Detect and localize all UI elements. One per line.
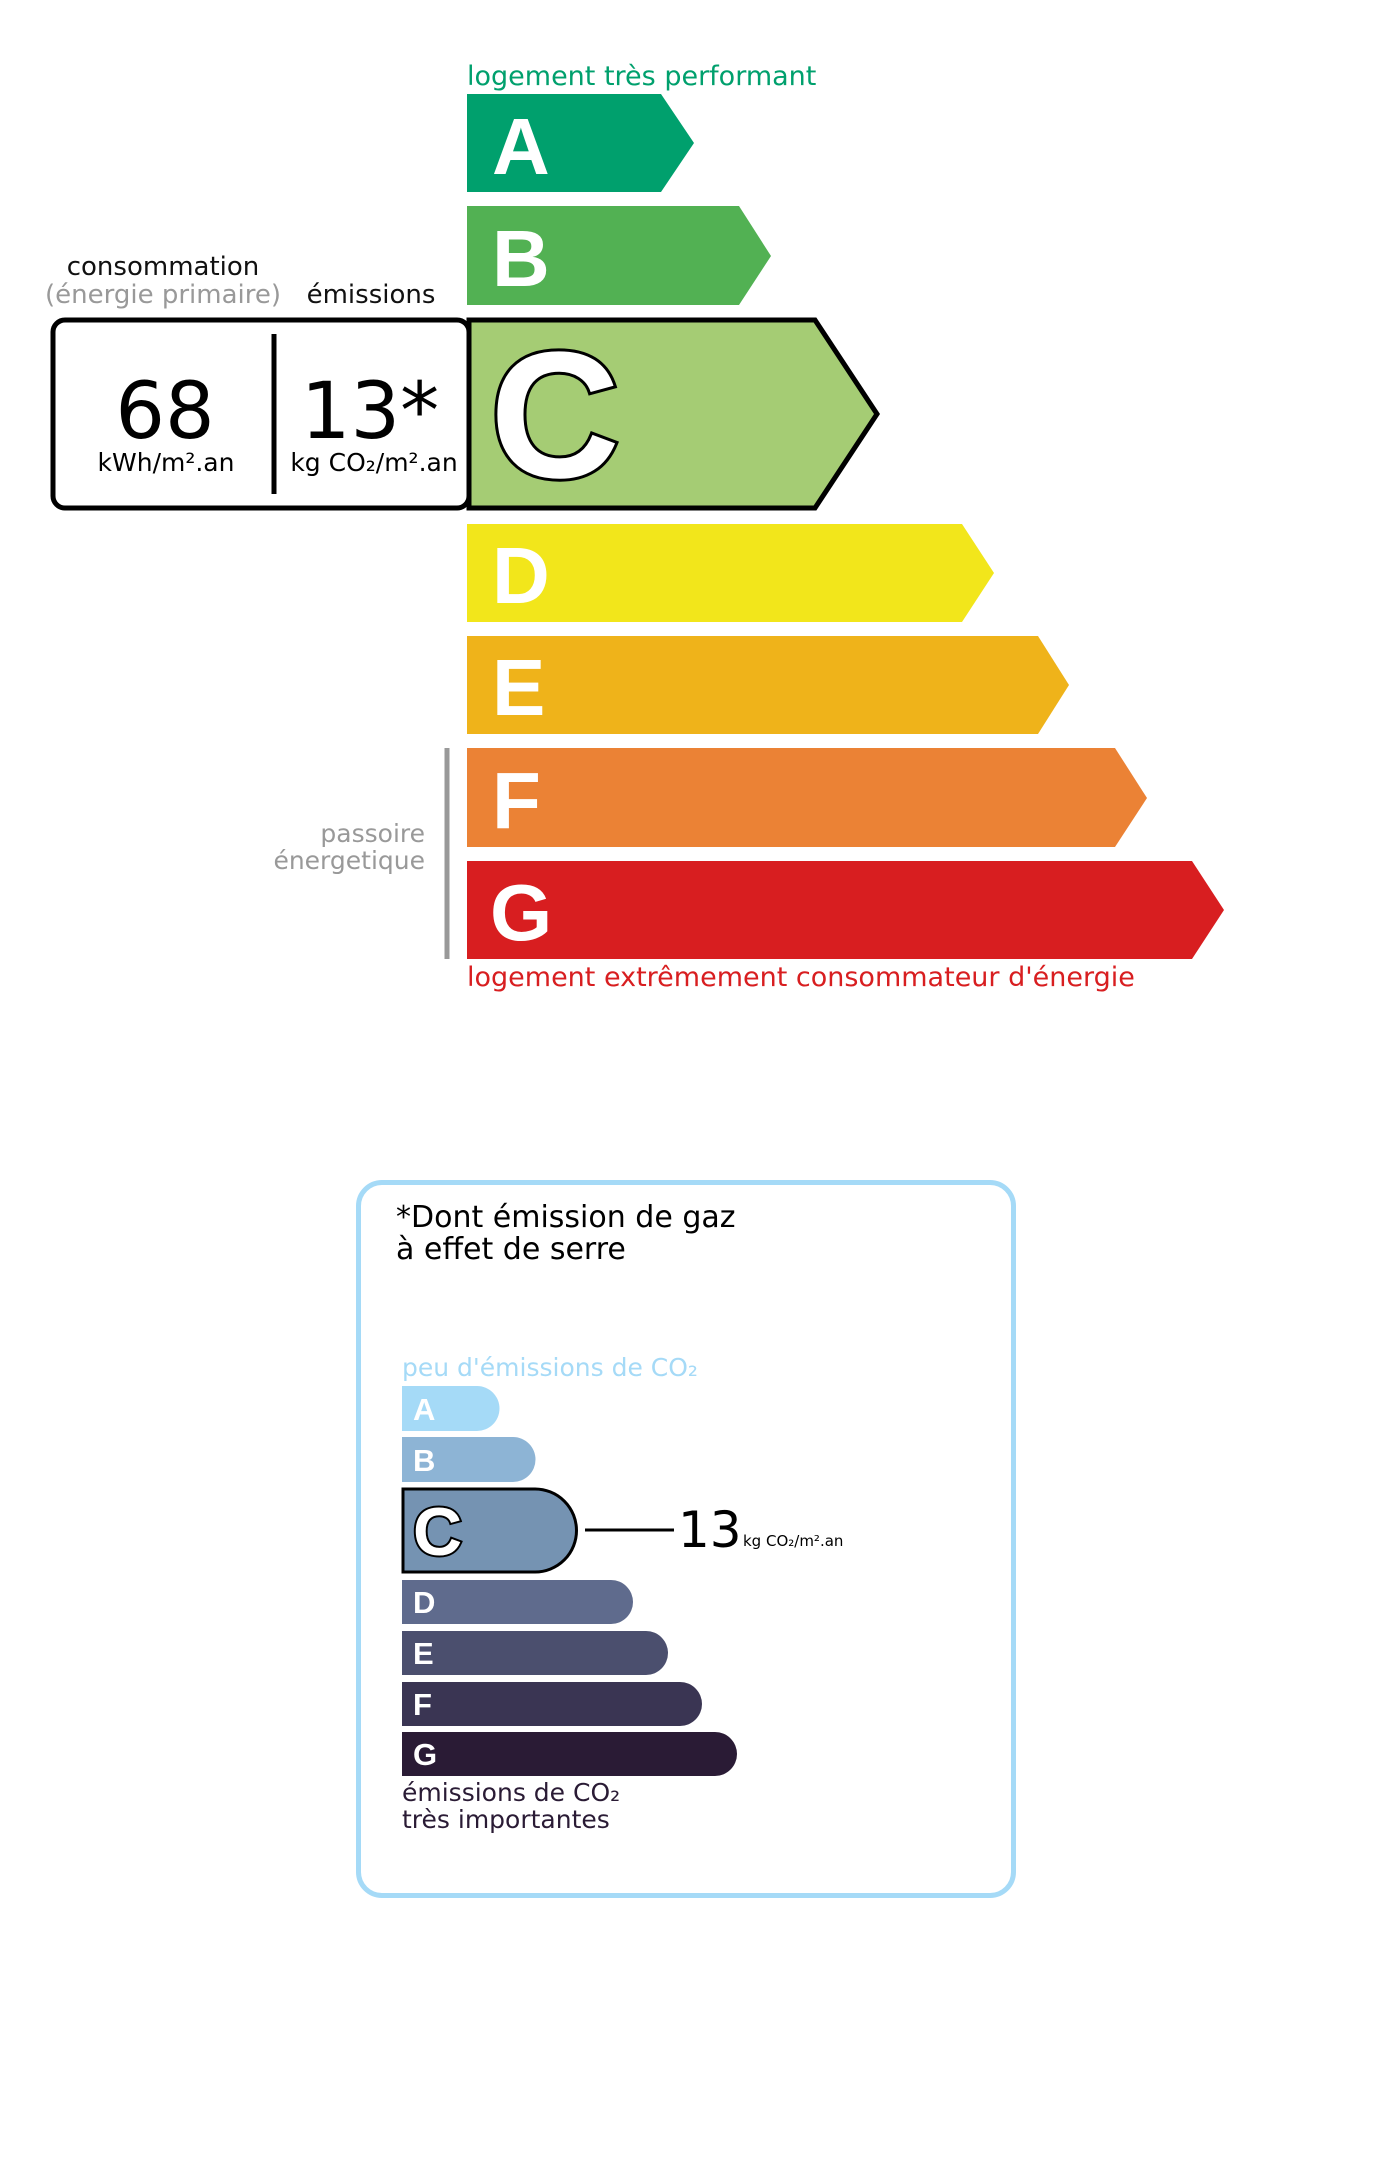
dpe-bar-b [467,206,771,305]
dpe-letter-e: E [492,643,545,732]
dpe-letter-b: B [492,214,550,303]
dpe-letter-f: F [492,756,541,845]
consommation-label: consommation [66,252,260,282]
passoire-label-2: énergetique [273,846,425,875]
dpe-top-label: logement très performant [467,61,817,92]
ges-value: 13 [678,1501,742,1559]
ges-bottom-line2: très importantes [402,1805,610,1834]
ges-bottom-line1: émissions de CO₂ [402,1778,621,1807]
dpe-letter-d: D [492,531,550,620]
dpe-bar-a [467,94,694,192]
emission-unit: kg CO₂/m².an [290,448,458,477]
ges-title-line1: *Dont émission de gaz [396,1200,736,1235]
dpe-letter-g: G [490,868,552,957]
dpe-letter-a: A [492,102,550,191]
ges-panel [356,1180,1016,1898]
dpe-bar-f [467,748,1147,847]
dpe-letter-c: C [490,315,620,516]
dpe-bar-c-current [466,317,880,511]
consumption-value: 68 [115,367,215,457]
ges-title-line2: à effet de serre [396,1232,626,1267]
consumption-unit: kWh/m².an [97,448,235,477]
dpe-bottom-label: logement extrêmement consommateur d'éner… [467,962,1135,993]
dpe-bar-d [467,524,994,622]
energie-primaire-label: (énergie primaire) [45,280,281,310]
dpe-scale: A B C D E F G [50,94,1224,959]
dpe-bar-e [467,636,1069,734]
dpe-bar-g [467,861,1224,959]
emissions-label: émissions [306,280,436,310]
ges-top-label: peu d'émissions de CO₂ [402,1353,698,1382]
emission-value: 13* [300,367,440,457]
ges-unit: kg CO₂/m².an [743,1532,844,1550]
passoire-label-1: passoire [320,819,425,848]
